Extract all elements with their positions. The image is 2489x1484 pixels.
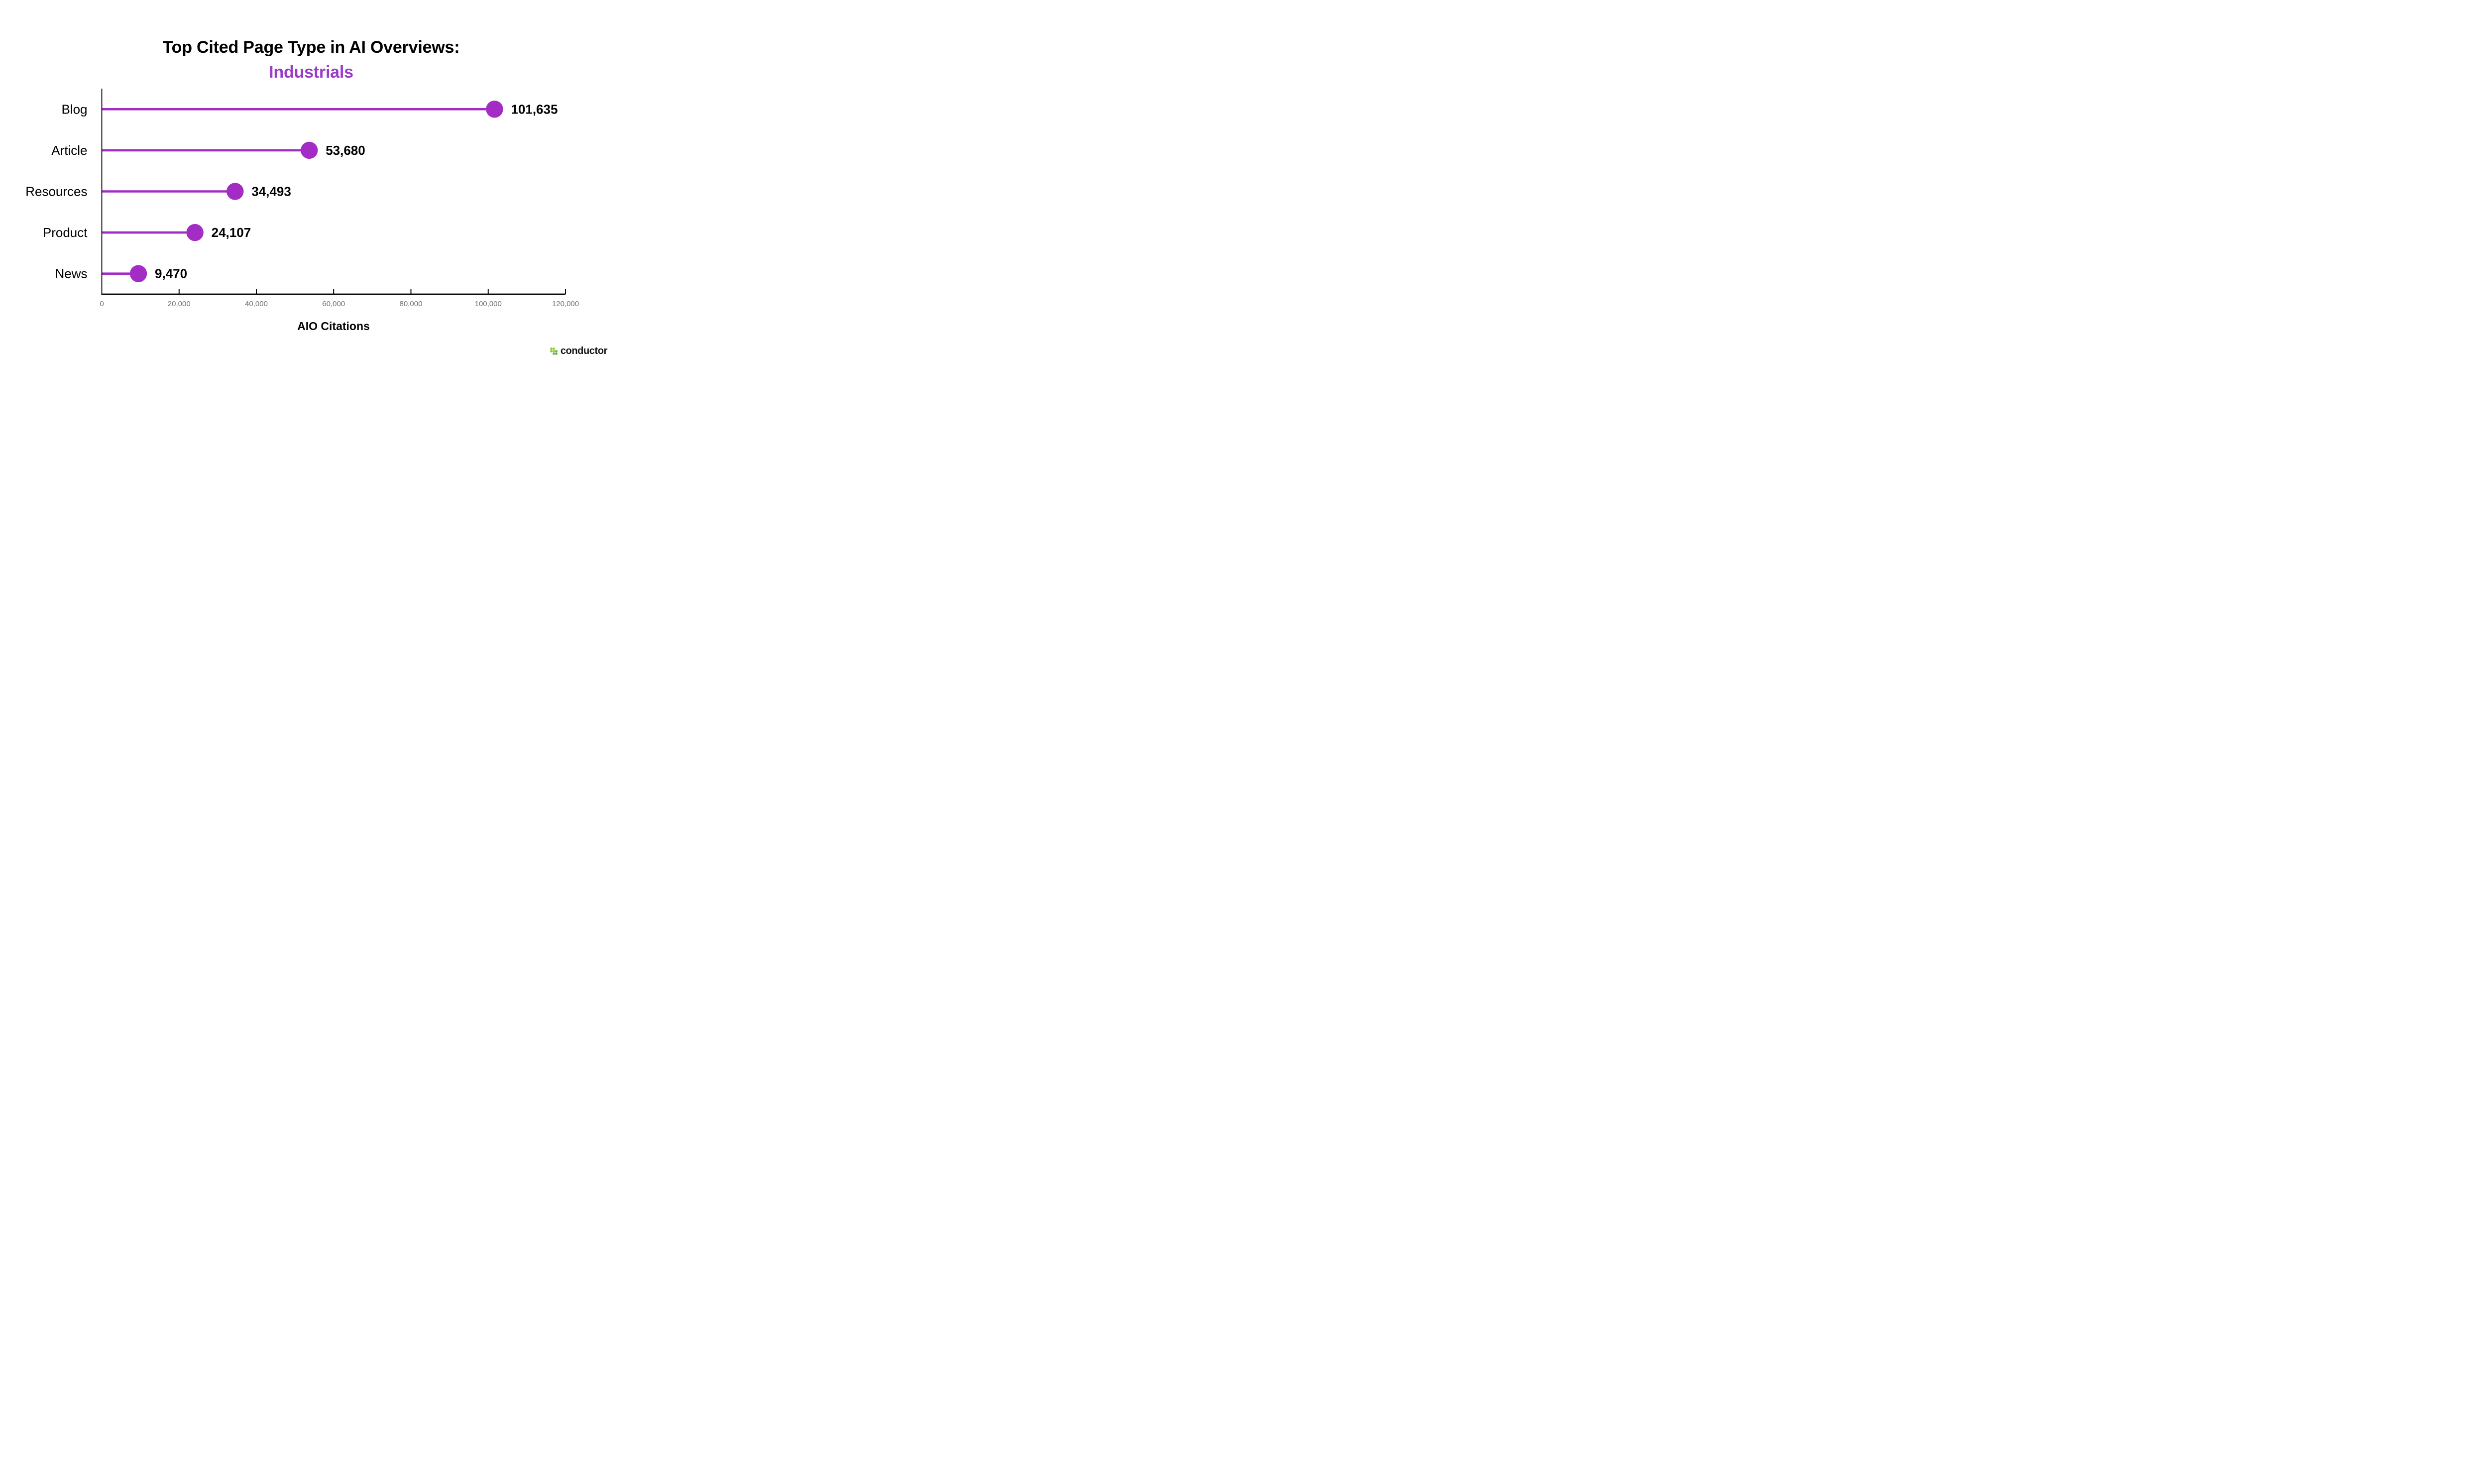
category-label: Product [43, 225, 88, 240]
x-tick-label: 120,000 [552, 300, 579, 308]
x-tick-label: 60,000 [322, 300, 345, 308]
category-label: Resources [25, 184, 87, 199]
category-label: Blog [61, 102, 87, 116]
lollipop-marker [486, 101, 503, 118]
lollipop-marker [186, 224, 204, 241]
x-axis-label: AIO Citations [297, 320, 370, 333]
conductor-logo: conductor [550, 345, 607, 357]
logo-dot [555, 352, 558, 355]
logo-dot [552, 347, 555, 350]
logo-dot [555, 350, 558, 352]
lollipop-chart: 0 20,000 40,000 60,000 80,000 100,000 120,000 1… [25, 89, 579, 308]
conductor-dots-icon [550, 347, 558, 355]
infographic-canvas: Top Cited Page Type in AI Overviews: Ind… [0, 0, 622, 371]
x-tick-label: 40,000 [245, 300, 268, 308]
value-label: 9,470 [155, 266, 187, 281]
logo-dot [550, 347, 553, 350]
chart-subtitle: Industrials [269, 63, 353, 82]
x-tick-label: 80,000 [400, 300, 423, 308]
value-label: 53,680 [326, 143, 365, 158]
conductor-logo-text: conductor [560, 345, 608, 356]
x-tick-label: 20,000 [168, 300, 191, 308]
value-label: 34,493 [251, 184, 291, 199]
lollipop-marker [300, 141, 318, 159]
lollipop-marker [226, 183, 244, 200]
lollipop-marker [129, 265, 147, 282]
x-tick-label: 100,000 [475, 300, 502, 308]
logo-dot [550, 350, 553, 352]
category-label: Article [51, 143, 87, 158]
x-tick-label: 0 [100, 300, 104, 308]
category-label: News [55, 266, 87, 281]
logo-dot [552, 352, 555, 355]
value-label: 101,635 [511, 102, 558, 116]
logo-dot [552, 350, 555, 352]
chart-title: Top Cited Page Type in AI Overviews: [162, 38, 460, 57]
value-label: 24,107 [212, 225, 251, 240]
